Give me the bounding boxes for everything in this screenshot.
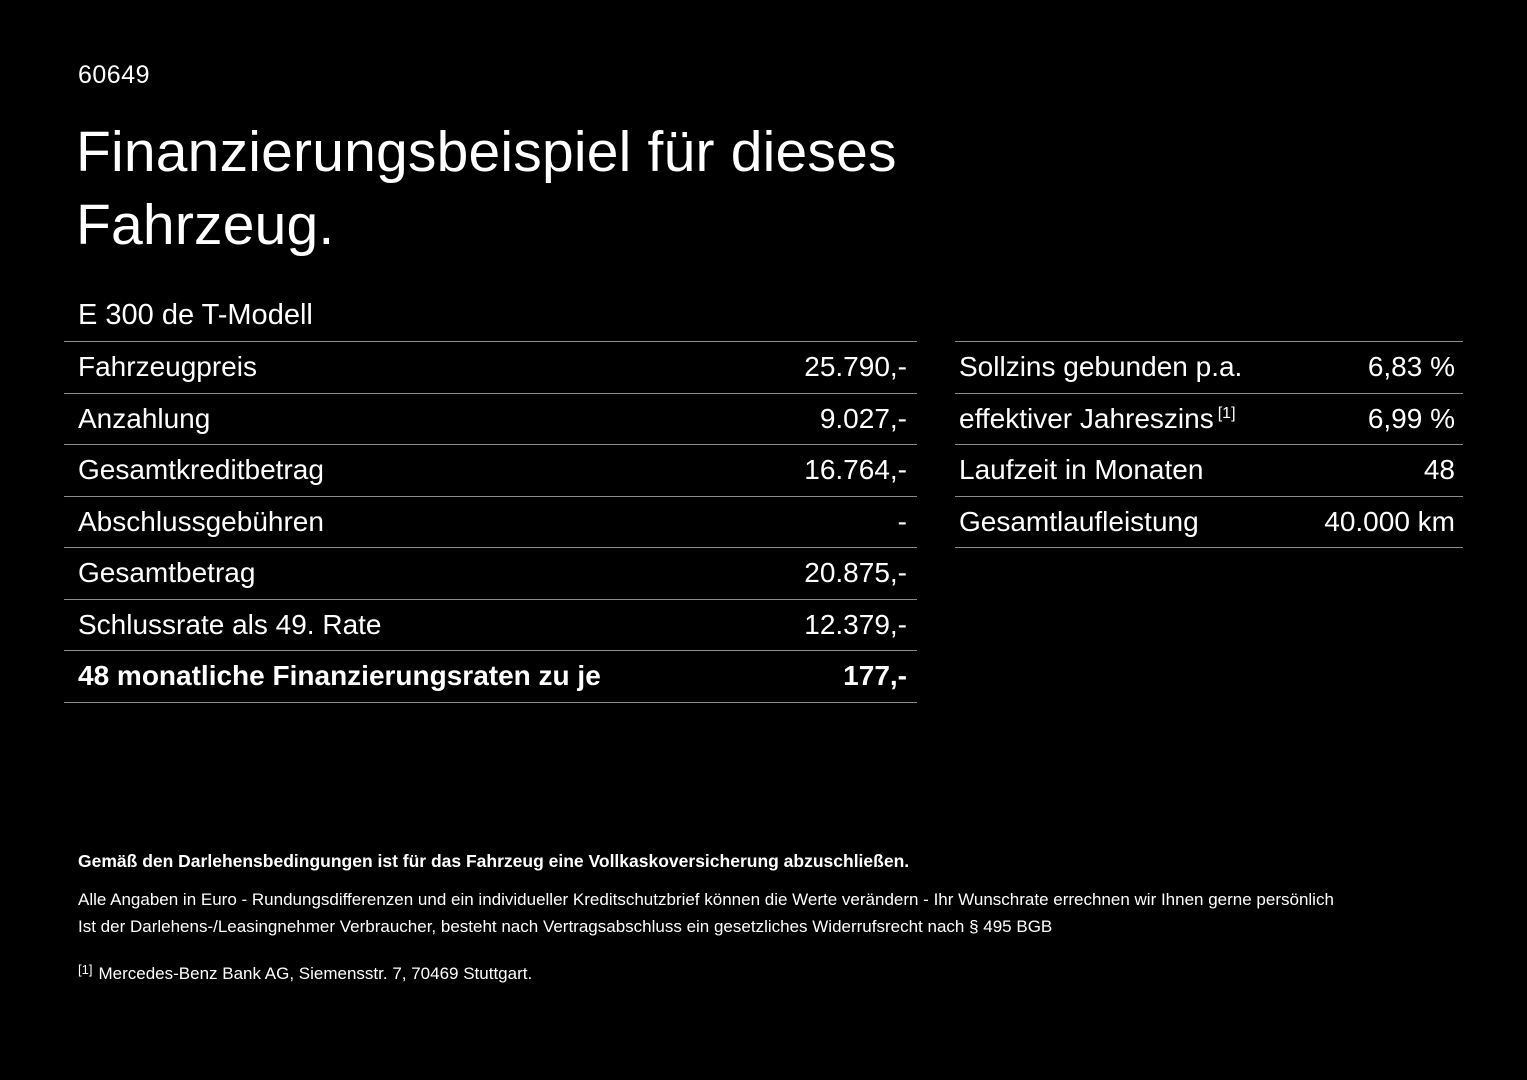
row-value: 48 — [1423, 454, 1455, 486]
vehicle-model: E 300 de T-Modell — [78, 299, 313, 331]
footnote-marker-1: [1] — [78, 962, 93, 977]
row-value: 20.875,- — [804, 557, 907, 589]
table-row-gesamtbetrag: Gesamtbetrag 20.875,- — [64, 547, 917, 599]
row-label: Sollzins gebunden p.a. — [959, 351, 1243, 383]
table-row-gesamtlaufleistung: Gesamtlaufleistung 40.000 km — [955, 495, 1463, 548]
source-text: Mercedes-Benz Bank AG, Siemensstr. 7, 70… — [98, 964, 533, 983]
disclaimer-line-2: Ist der Darlehens-/Leasingnehmer Verbrau… — [78, 917, 1053, 936]
table-row-monatliche-raten: 48 monatliche Finanzierungsraten zu je 1… — [64, 650, 917, 702]
row-label: Gesamtkreditbetrag — [78, 454, 324, 486]
row-value: 6,99 % — [1367, 402, 1455, 434]
row-label: Anzahlung — [78, 402, 211, 434]
table-row-abschlussgebuehren: Abschlussgebühren - — [64, 495, 917, 548]
row-value: - — [897, 505, 907, 537]
row-label: Fahrzeugpreis — [78, 351, 257, 383]
page-title: Finanzierungsbeispiel für dieses Fahrzeu… — [76, 120, 897, 257]
row-label: effektiver Jahreszins [1] — [959, 403, 1236, 435]
disclaimer-line-1: Alle Angaben in Euro - Rundungsdifferenz… — [78, 890, 1334, 909]
row-value: 9.027,- — [819, 402, 907, 434]
table-row-effektiver-jahreszins: effektiver Jahreszins [1] 6,99 % — [955, 392, 1463, 445]
footnotes-section: Gemäß den Darlehensbedingungen ist für d… — [78, 848, 1458, 987]
row-label: Laufzeit in Monaten — [959, 454, 1204, 486]
row-label: Gesamtbetrag — [78, 557, 256, 589]
row-label: Abschlussgebühren — [78, 505, 324, 537]
row-value: 40.000 km — [1324, 505, 1455, 537]
row-value: 12.379,- — [804, 608, 907, 640]
row-label: Gesamtlaufleistung — [959, 505, 1199, 537]
vehicle-id: 60649 — [78, 61, 151, 89]
row-label: 48 monatliche Finanzierungsraten zu je — [78, 660, 601, 692]
financing-table-right: Sollzins gebunden p.a. 6,83 % effektiver… — [955, 341, 1463, 548]
table-row-laufzeit: Laufzeit in Monaten 48 — [955, 444, 1463, 496]
table-row-gesamtkreditbetrag: Gesamtkreditbetrag 16.764,- — [64, 444, 917, 496]
financing-table-left: Fahrzeugpreis 25.790,- Anzahlung 9.027,-… — [64, 341, 917, 703]
footnote-ref-1: [1] — [1217, 404, 1236, 422]
row-label-text: effektiver Jahreszins — [959, 402, 1214, 434]
table-row-anzahlung: Anzahlung 9.027,- — [64, 392, 917, 445]
row-value: 16.764,- — [804, 454, 907, 486]
source-note: [1] Mercedes-Benz Bank AG, Siemensstr. 7,… — [78, 956, 1458, 987]
insurance-note: Gemäß den Darlehensbedingungen ist für d… — [78, 851, 910, 871]
table-row-sollzins: Sollzins gebunden p.a. 6,83 % — [955, 341, 1463, 393]
table-row-schlussrate: Schlussrate als 49. Rate 12.379,- — [64, 598, 917, 651]
row-label: Schlussrate als 49. Rate — [78, 608, 382, 640]
table-row-fahrzeugpreis: Fahrzeugpreis 25.790,- — [64, 341, 917, 393]
row-value: 177,- — [843, 660, 907, 692]
row-value: 6,83 % — [1367, 351, 1455, 383]
row-value: 25.790,- — [804, 351, 907, 383]
